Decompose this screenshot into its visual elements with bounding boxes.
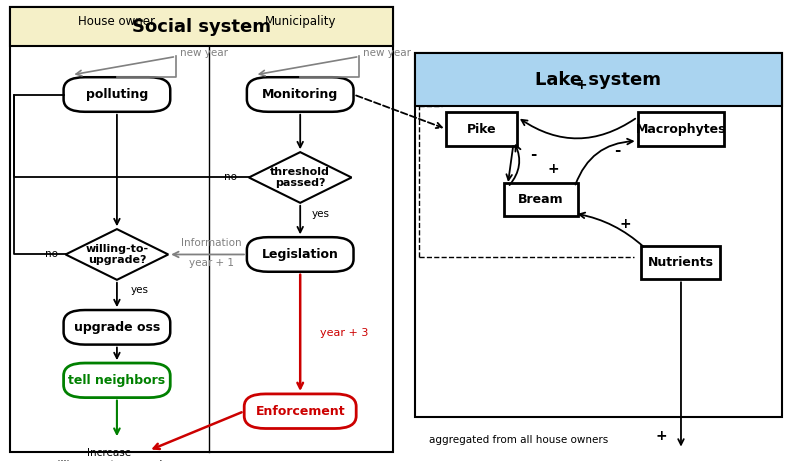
Bar bbox=[10, 7, 393, 46]
Text: yes: yes bbox=[131, 285, 149, 295]
Text: year + 1: year + 1 bbox=[189, 258, 234, 268]
Text: Municipality: Municipality bbox=[265, 15, 336, 28]
FancyBboxPatch shape bbox=[63, 310, 171, 345]
FancyBboxPatch shape bbox=[63, 363, 171, 397]
Text: upgrade oss: upgrade oss bbox=[73, 321, 160, 334]
Text: polluting: polluting bbox=[86, 88, 148, 101]
Text: Lake system: Lake system bbox=[536, 71, 661, 89]
Text: Pike: Pike bbox=[467, 123, 497, 136]
Polygon shape bbox=[66, 229, 168, 280]
Text: +: + bbox=[547, 162, 559, 176]
Text: new year: new year bbox=[180, 48, 228, 58]
Text: tell neighbors: tell neighbors bbox=[69, 374, 165, 387]
Text: Bream: Bream bbox=[518, 193, 564, 206]
Bar bbox=[446, 112, 517, 146]
Text: new year: new year bbox=[363, 48, 412, 58]
Bar bbox=[415, 53, 782, 417]
Text: Nutrients: Nutrients bbox=[648, 256, 714, 269]
Text: Increase
willingness-to-upgrade
in neighbors/all house owners: Increase willingness-to-upgrade in neigh… bbox=[31, 448, 187, 461]
Bar bbox=[641, 246, 720, 279]
Text: Information: Information bbox=[181, 238, 242, 248]
Text: +: + bbox=[620, 217, 631, 231]
Text: aggregated from all house owners: aggregated from all house owners bbox=[429, 435, 608, 445]
Bar bbox=[415, 53, 782, 106]
Text: year + 3: year + 3 bbox=[320, 328, 368, 338]
Text: Monitoring: Monitoring bbox=[262, 88, 338, 101]
Text: +: + bbox=[576, 78, 587, 92]
Text: Legislation: Legislation bbox=[261, 248, 339, 261]
Text: +: + bbox=[656, 429, 667, 443]
Bar bbox=[10, 7, 393, 46]
Text: no: no bbox=[224, 172, 237, 183]
Text: no: no bbox=[45, 249, 58, 260]
Bar bbox=[504, 183, 578, 216]
Text: threshold
passed?: threshold passed? bbox=[270, 167, 330, 188]
Text: -: - bbox=[530, 148, 536, 162]
FancyBboxPatch shape bbox=[63, 77, 171, 112]
Text: yes: yes bbox=[312, 209, 330, 219]
FancyBboxPatch shape bbox=[246, 77, 354, 112]
Bar bbox=[638, 112, 724, 146]
Bar bbox=[10, 7, 393, 452]
Text: Social system: Social system bbox=[133, 18, 271, 35]
Text: House owner: House owner bbox=[78, 15, 156, 28]
Polygon shape bbox=[249, 152, 352, 203]
FancyBboxPatch shape bbox=[246, 237, 354, 272]
Text: Macrophytes: Macrophytes bbox=[636, 123, 726, 136]
Text: willing-to-
upgrade?: willing-to- upgrade? bbox=[85, 244, 149, 265]
Bar bbox=[415, 53, 782, 106]
Text: -: - bbox=[615, 143, 621, 158]
Text: Enforcement: Enforcement bbox=[255, 405, 345, 418]
FancyBboxPatch shape bbox=[244, 394, 356, 429]
